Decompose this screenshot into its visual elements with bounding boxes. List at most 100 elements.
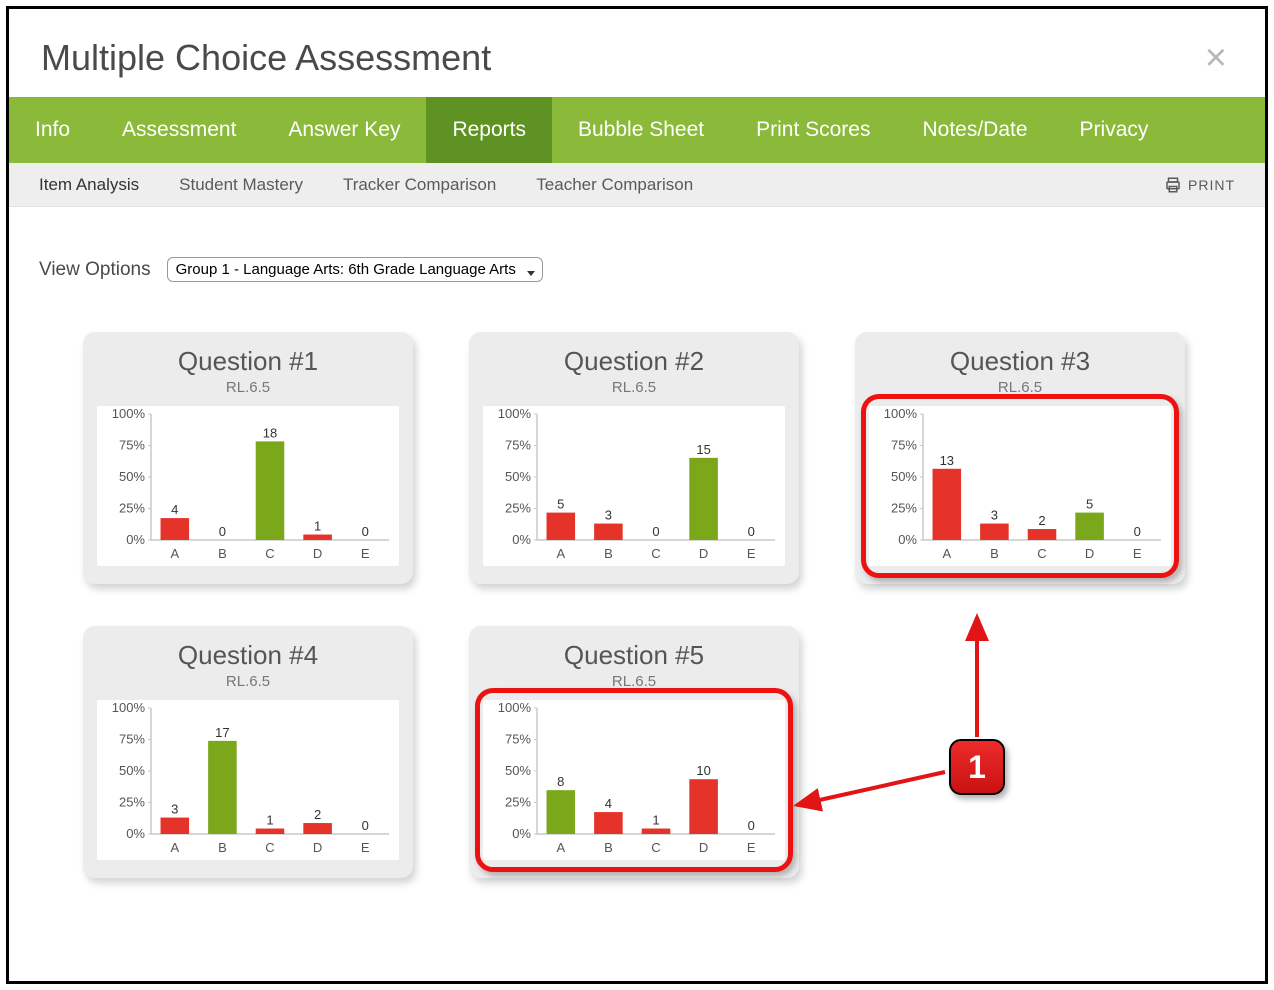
svg-text:0: 0 (1134, 524, 1141, 539)
svg-text:75%: 75% (505, 438, 531, 453)
svg-text:0: 0 (748, 524, 755, 539)
svg-text:0: 0 (219, 524, 226, 539)
svg-text:0: 0 (652, 524, 659, 539)
svg-text:D: D (313, 546, 322, 561)
print-icon (1164, 176, 1182, 194)
print-label: PRINT (1188, 177, 1235, 193)
view-options-row: View Options Group 1 - Language Arts: 6t… (9, 207, 1265, 292)
svg-text:1: 1 (266, 813, 273, 828)
secondary-nav: Item Analysis Student Mastery Tracker Comp… (9, 163, 1265, 207)
svg-text:50%: 50% (505, 469, 531, 484)
svg-text:0: 0 (362, 524, 369, 539)
svg-text:C: C (1037, 546, 1046, 561)
question-chart: 0%25%50%75%100%3A17B1C2D0E (97, 700, 399, 860)
svg-text:0%: 0% (126, 532, 145, 547)
question-chart: 0% 25% 50% 75% 100% 4 A 0 B 18 C 1 D 0 E (97, 406, 399, 566)
svg-text:0: 0 (362, 818, 369, 833)
question-card[interactable]: Question #4RL.6.50%25%50%75%100%3A17B1C2… (83, 626, 413, 878)
svg-text:D: D (313, 840, 322, 855)
svg-text:A: A (170, 546, 179, 561)
nav-item-info[interactable]: Info (9, 97, 96, 163)
svg-text:E: E (361, 546, 370, 561)
question-chart: 0%25%50%75%100%13A3B2C5D0E (869, 406, 1171, 566)
group-select-wrap: Group 1 - Language Arts: 6th Grade Langu… (151, 257, 543, 282)
svg-text:3: 3 (605, 508, 612, 523)
question-card[interactable]: Question #2RL.6.50%25%50%75%100%5A3B0C15… (469, 332, 799, 584)
question-standard: RL.6.5 (483, 673, 785, 690)
svg-text:50%: 50% (891, 469, 917, 484)
nav-item-print-scores[interactable]: Print Scores (730, 97, 896, 163)
svg-text:0: 0 (748, 818, 755, 833)
svg-text:E: E (361, 840, 370, 855)
svg-text:0%: 0% (126, 826, 145, 841)
svg-text:A: A (170, 840, 179, 855)
nav-item-notes-date[interactable]: Notes/Date (896, 97, 1053, 163)
svg-text:1: 1 (314, 519, 321, 534)
question-card[interactable]: Question #3RL.6.50%25%50%75%100%13A3B2C5… (855, 332, 1185, 584)
svg-text:2: 2 (314, 807, 321, 822)
svg-text:100%: 100% (498, 406, 532, 421)
svg-text:D: D (699, 546, 708, 561)
nav-item-privacy[interactable]: Privacy (1054, 97, 1175, 163)
primary-nav: InfoAssessmentAnswer KeyReportsBubble Sh… (9, 97, 1265, 163)
svg-text:A: A (556, 546, 565, 561)
svg-text:E: E (747, 546, 756, 561)
question-title: Question #3 (869, 346, 1171, 377)
svg-text:100%: 100% (112, 406, 146, 421)
svg-text:50%: 50% (505, 763, 531, 778)
question-standard: RL.6.5 (483, 379, 785, 396)
svg-text:25%: 25% (891, 501, 917, 516)
header: Multiple Choice Assessment × (9, 9, 1265, 97)
svg-text:2: 2 (1038, 513, 1045, 528)
nav-item-bubble-sheet[interactable]: Bubble Sheet (552, 97, 730, 163)
svg-text:25%: 25% (505, 795, 531, 810)
svg-text:B: B (604, 840, 613, 855)
svg-text:C: C (265, 546, 274, 561)
subnav-item-tracker-comparison[interactable]: Tracker Comparison (343, 175, 496, 195)
svg-text:C: C (651, 546, 660, 561)
svg-text:75%: 75% (119, 732, 145, 747)
svg-text:B: B (604, 546, 613, 561)
svg-text:8: 8 (557, 774, 564, 789)
question-card[interactable]: Question #5RL.6.50%25%50%75%100%8A4B1C10… (469, 626, 799, 878)
svg-text:E: E (747, 840, 756, 855)
question-card[interactable]: Question #1RL.6.50%25%50%75%100%4A0B18C1… (83, 332, 413, 584)
svg-text:A: A (556, 840, 565, 855)
subnav-item-student-mastery[interactable]: Student Mastery (179, 175, 303, 195)
nav-item-reports[interactable]: Reports (426, 97, 552, 163)
view-options-label: View Options (39, 259, 151, 281)
svg-text:25%: 25% (119, 501, 145, 516)
question-title: Question #4 (97, 640, 399, 671)
callout-badge: 1 (949, 739, 1005, 795)
svg-text:5: 5 (1086, 497, 1093, 512)
question-standard: RL.6.5 (97, 673, 399, 690)
question-title: Question #1 (97, 346, 399, 377)
nav-item-assessment[interactable]: Assessment (96, 97, 262, 163)
subnav-item-teacher-comparison[interactable]: Teacher Comparison (536, 175, 693, 195)
svg-text:25%: 25% (119, 795, 145, 810)
nav-item-answer-key[interactable]: Answer Key (262, 97, 426, 163)
page-title: Multiple Choice Assessment (41, 37, 491, 79)
svg-text:18: 18 (263, 425, 277, 440)
svg-text:B: B (218, 546, 227, 561)
svg-text:100%: 100% (498, 700, 532, 715)
svg-text:25%: 25% (505, 501, 531, 516)
svg-text:D: D (1085, 546, 1094, 561)
svg-text:B: B (990, 546, 999, 561)
group-select[interactable]: Group 1 - Language Arts: 6th Grade Langu… (167, 257, 543, 282)
svg-text:10: 10 (696, 763, 710, 778)
svg-text:A: A (942, 546, 951, 561)
svg-text:50%: 50% (119, 763, 145, 778)
question-chart: 0%25%50%75%100%5A3B0C15D0E (483, 406, 785, 566)
print-button[interactable]: PRINT (1164, 176, 1235, 194)
question-title: Question #2 (483, 346, 785, 377)
svg-text:B: B (218, 840, 227, 855)
svg-text:D: D (699, 840, 708, 855)
svg-text:4: 4 (171, 502, 178, 517)
callout-label: 1 (968, 749, 986, 786)
svg-text:75%: 75% (119, 438, 145, 453)
svg-text:4: 4 (605, 796, 612, 811)
subnav-item-item-analysis[interactable]: Item Analysis (39, 175, 139, 195)
close-button[interactable]: × (1205, 39, 1233, 77)
svg-text:50%: 50% (119, 469, 145, 484)
